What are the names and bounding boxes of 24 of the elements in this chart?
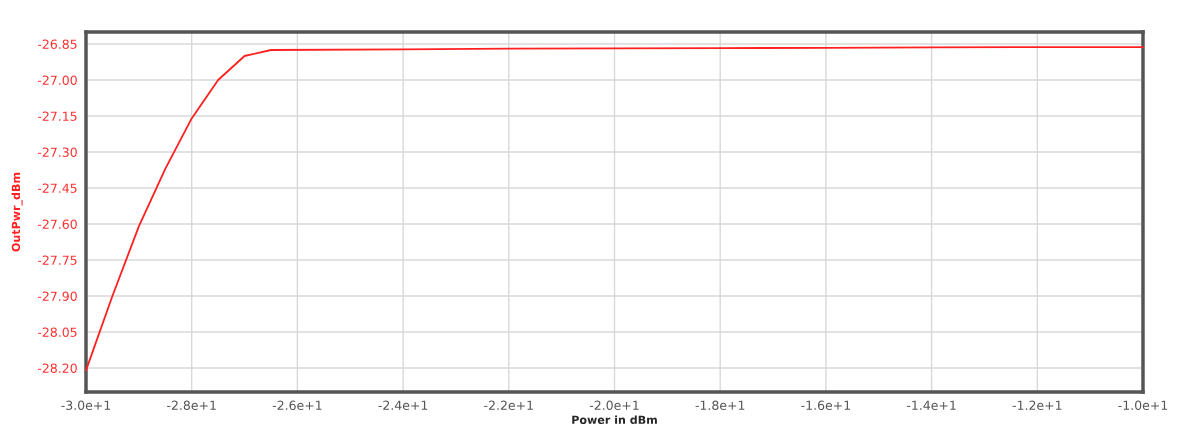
x-tick-label: -2.6e+1 — [272, 400, 322, 411]
x-tick-label: -3.0e+1 — [61, 400, 111, 411]
x-tick-label: -1.4e+1 — [906, 400, 956, 411]
x-tick-label: -1.2e+1 — [1012, 400, 1062, 411]
x-tick-label: -2.8e+1 — [167, 400, 216, 411]
y-tick-label: -27.90 — [37, 291, 77, 301]
y-tick-label: -27.00 — [37, 75, 77, 85]
y-tick-label: -27.30 — [37, 147, 77, 157]
x-tick-label: -1.6e+1 — [801, 400, 850, 411]
x-tick-label: -1.0e+1 — [1118, 400, 1168, 411]
y-tick-label: -27.15 — [37, 111, 77, 121]
x-tick-label: -2.4e+1 — [378, 400, 428, 411]
y-tick-label: -27.60 — [37, 219, 77, 229]
x-tick-label: -2.0e+1 — [589, 400, 639, 411]
y-tick-label: -27.45 — [37, 183, 77, 193]
y-axis-title: OutPwr_dBm — [11, 172, 23, 252]
x-tick-label: -1.8e+1 — [695, 400, 745, 411]
y-tick-label: -27.75 — [37, 255, 77, 265]
y-tick-label: -28.05 — [37, 327, 77, 337]
y-tick-label: -28.20 — [37, 363, 77, 373]
x-tick-label: -2.2e+1 — [484, 400, 533, 411]
line-series — [85, 46, 1144, 372]
y-tick-label: -26.85 — [37, 39, 77, 49]
x-axis-title: Power in dBm — [572, 415, 657, 424]
